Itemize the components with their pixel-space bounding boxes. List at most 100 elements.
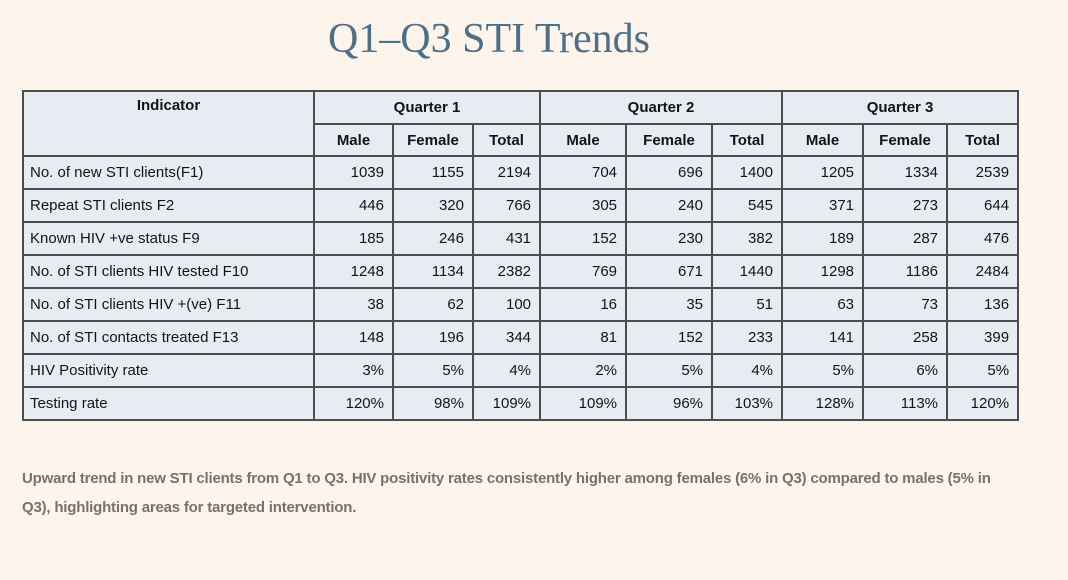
value-cell: 152 [539, 221, 628, 256]
indicator-column-header: Indicator [22, 90, 315, 157]
value-cell: 2539 [946, 155, 1020, 190]
value-cell: 305 [539, 188, 628, 223]
value-cell: 136 [946, 287, 1020, 322]
value-cell: 246 [392, 221, 474, 256]
value-cell: 446 [313, 188, 394, 223]
value-cell: 2484 [946, 254, 1020, 289]
quarter-2-header: Quarter 2 [539, 90, 784, 125]
value-cell: 1039 [313, 155, 394, 190]
value-cell: 258 [862, 320, 949, 355]
value-cell: 704 [539, 155, 628, 190]
value-cell: 1155 [392, 155, 474, 190]
indicator-cell: Known HIV +ve status F9 [22, 221, 315, 256]
value-cell: 51 [711, 287, 784, 322]
value-cell: 5% [625, 353, 714, 388]
table-row: Repeat STI clients F2 446 320 766 305 24… [22, 188, 1020, 223]
q3-total-header: Total [946, 123, 1020, 157]
value-cell: 696 [625, 155, 714, 190]
value-cell: 81 [539, 320, 628, 355]
value-cell: 148 [313, 320, 394, 355]
quarter-3-header: Quarter 3 [781, 90, 1020, 125]
value-cell: 109% [539, 386, 628, 421]
indicator-cell: HIV Positivity rate [22, 353, 315, 388]
value-cell: 371 [781, 188, 865, 223]
value-cell: 545 [711, 188, 784, 223]
q1-total-header: Total [471, 123, 542, 157]
q3-female-header: Female [862, 123, 949, 157]
value-cell: 431 [471, 221, 542, 256]
value-cell: 2194 [471, 155, 542, 190]
value-cell: 644 [946, 188, 1020, 223]
value-cell: 5% [392, 353, 474, 388]
value-cell: 152 [625, 320, 714, 355]
value-cell: 1400 [711, 155, 784, 190]
value-cell: 6% [862, 353, 949, 388]
value-cell: 16 [539, 287, 628, 322]
value-cell: 185 [313, 221, 394, 256]
summary-note: Upward trend in new STI clients from Q1 … [22, 470, 991, 516]
value-cell: 399 [946, 320, 1020, 355]
value-cell: 320 [392, 188, 474, 223]
value-cell: 103% [711, 386, 784, 421]
value-cell: 240 [625, 188, 714, 223]
value-cell: 1298 [781, 254, 865, 289]
value-cell: 1334 [862, 155, 949, 190]
indicator-cell: No. of STI clients HIV +(ve) F11 [22, 287, 315, 322]
value-cell: 196 [392, 320, 474, 355]
quarter-1-header: Quarter 1 [312, 90, 542, 125]
value-cell: 287 [862, 221, 949, 256]
value-cell: 100 [471, 287, 542, 322]
indicator-cell: Repeat STI clients F2 [22, 188, 315, 223]
value-cell: 35 [625, 287, 714, 322]
value-cell: 1440 [711, 254, 784, 289]
value-cell: 62 [392, 287, 474, 322]
table-row: No. of STI contacts treated F13 148 196 … [22, 320, 1020, 355]
table-row: No. of STI clients HIV tested F10 1248 1… [22, 254, 1020, 289]
value-cell: 382 [711, 221, 784, 256]
value-cell: 476 [946, 221, 1020, 256]
page-title: Q1–Q3 STI Trends [327, 16, 651, 62]
value-cell: 5% [781, 353, 865, 388]
value-cell: 4% [471, 353, 542, 388]
q3-male-header: Male [781, 123, 865, 157]
value-cell: 1205 [781, 155, 865, 190]
value-cell: 766 [471, 188, 542, 223]
value-cell: 671 [625, 254, 714, 289]
q2-male-header: Male [539, 123, 628, 157]
table-row: No. of STI clients HIV +(ve) F11 38 62 1… [22, 287, 1020, 322]
value-cell: 2382 [471, 254, 542, 289]
value-cell: 141 [781, 320, 865, 355]
value-cell: 233 [711, 320, 784, 355]
indicator-cell: No. of STI contacts treated F13 [22, 320, 315, 355]
sti-trends-table: Indicator Quarter 1 Quarter 2 Quarter 3 … [22, 90, 1020, 421]
q2-total-header: Total [711, 123, 784, 157]
value-cell: 109% [471, 386, 542, 421]
indicator-cell: No. of new STI clients(F1) [22, 155, 315, 190]
value-cell: 73 [862, 287, 949, 322]
value-cell: 120% [313, 386, 394, 421]
value-cell: 5% [946, 353, 1020, 388]
q1-female-header: Female [392, 123, 474, 157]
value-cell: 113% [862, 386, 949, 421]
table-row: No. of new STI clients(F1) 1039 1155 219… [22, 155, 1020, 190]
value-cell: 3% [313, 353, 394, 388]
value-cell: 273 [862, 188, 949, 223]
value-cell: 1134 [392, 254, 474, 289]
table-row: Testing rate 120% 98% 109% 109% 96% 103%… [22, 386, 1020, 421]
value-cell: 1248 [313, 254, 394, 289]
value-cell: 120% [946, 386, 1020, 421]
value-cell: 2% [539, 353, 628, 388]
value-cell: 38 [313, 287, 394, 322]
value-cell: 98% [392, 386, 474, 421]
indicator-cell: No. of STI clients HIV tested F10 [22, 254, 315, 289]
q1-male-header: Male [313, 123, 394, 157]
value-cell: 63 [781, 287, 865, 322]
table-header-row-sex: Male Female Total Male Female Total Male… [23, 123, 1020, 157]
table-header-row-quarters: Indicator Quarter 1 Quarter 2 Quarter 3 [22, 90, 1020, 157]
value-cell: 1186 [862, 254, 949, 289]
value-cell: 128% [781, 386, 865, 421]
value-cell: 189 [781, 221, 865, 256]
value-cell: 344 [471, 320, 542, 355]
value-cell: 769 [539, 254, 628, 289]
